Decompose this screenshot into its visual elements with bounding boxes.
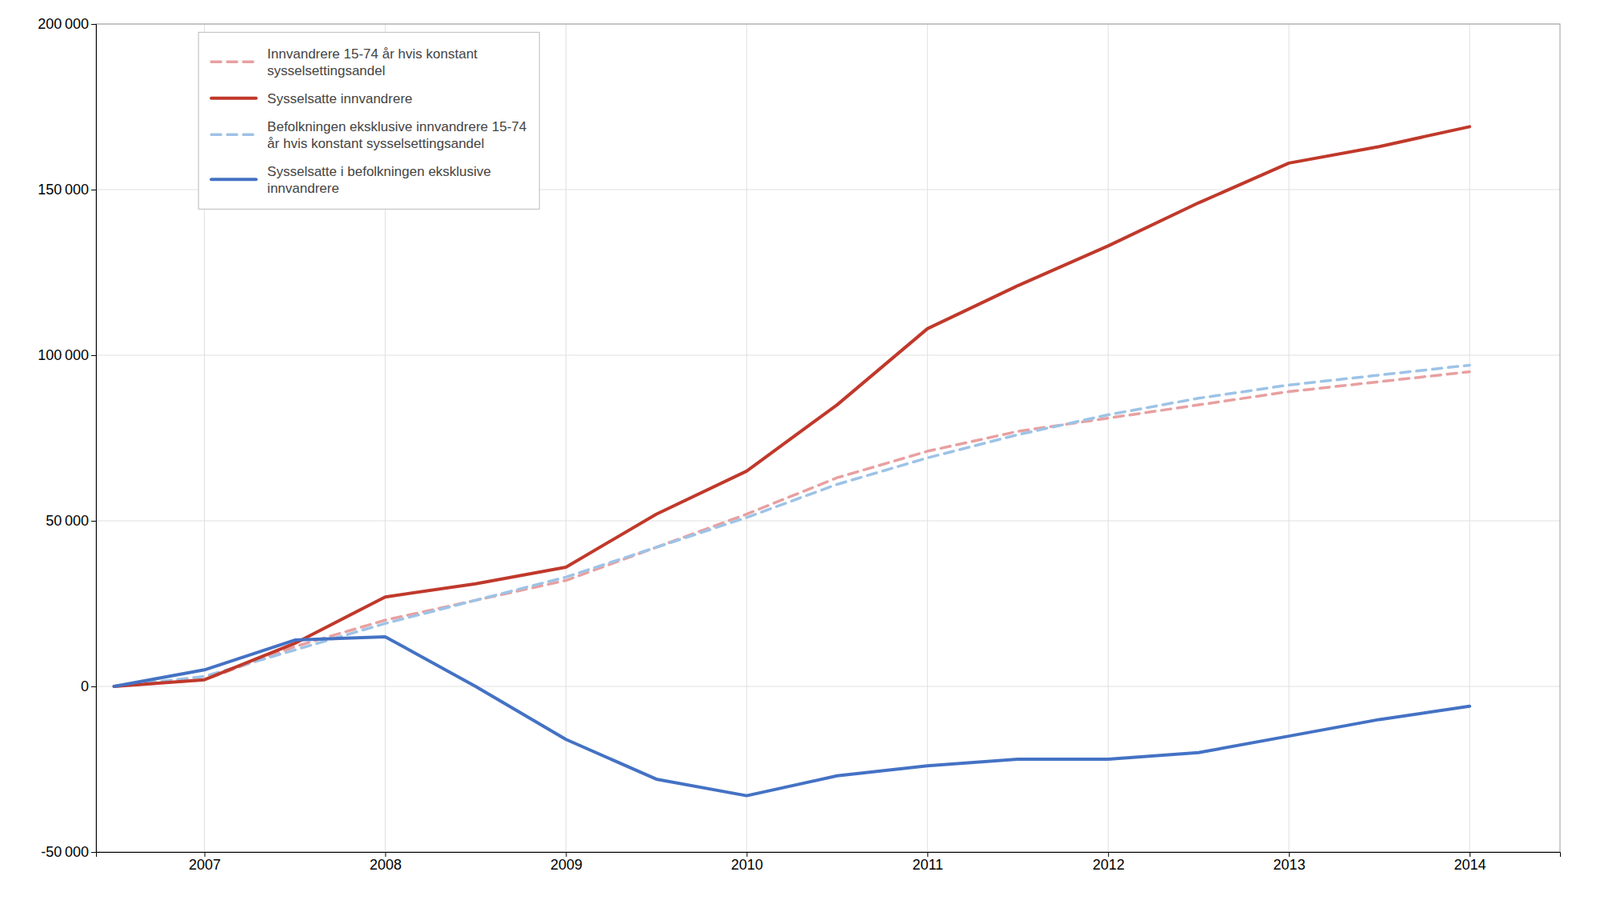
- tick: 50 000: [45, 512, 96, 529]
- grid-line-x: [565, 24, 567, 852]
- tick-mark: [91, 355, 96, 356]
- grid-line-y: [96, 355, 1560, 356]
- grid-line-x: [1469, 24, 1471, 852]
- grid-line-x: [927, 24, 928, 852]
- tick-mark: [91, 24, 96, 25]
- tick: 2013: [1273, 852, 1306, 873]
- tick-label: 2009: [550, 856, 583, 873]
- legend-swatch: [211, 177, 256, 181]
- tick-label: 50 000: [45, 512, 89, 529]
- legend-label: Sysselsatte i befolkningen eksklusiveinn…: [267, 164, 492, 196]
- plot-frame: [96, 24, 1560, 852]
- series-line: [114, 126, 1470, 687]
- tick-mark: [91, 189, 96, 191]
- tick-label: 2010: [731, 856, 764, 873]
- tick: 2014: [1454, 852, 1487, 873]
- tick-label: 2014: [1454, 856, 1487, 873]
- tick-label: 150 000: [37, 181, 89, 198]
- legend-label: Innvandrere 15-74 år hvis konstantsyssel…: [267, 46, 478, 79]
- chart: 2007 2008 2009 2010 2011 2012 2013 2014 -50 000 0…: [0, 0, 1600, 900]
- tick: 2012: [1092, 852, 1125, 873]
- tick-label: 100 000: [37, 347, 89, 364]
- tick-mark: [91, 520, 96, 522]
- y-axis: -50 000 0 50 000 100 000 150 000 200 000: [37, 16, 96, 860]
- tick-label: -50 000: [40, 844, 89, 860]
- tick: 100 000: [37, 347, 96, 364]
- axis-line: [96, 852, 1561, 858]
- tick-label: 2013: [1273, 856, 1306, 873]
- grid-line-x: [1108, 24, 1109, 852]
- tick-label: 2007: [188, 856, 221, 873]
- tick: 0: [80, 678, 96, 695]
- legend-swatch: [211, 60, 256, 64]
- tick: 150 000: [37, 181, 96, 198]
- tick: 2011: [912, 852, 944, 873]
- x-axis: 2007 2008 2009 2010 2011 2012 2013 2014: [96, 852, 1561, 873]
- grid-line-y: [96, 520, 1560, 522]
- tick: 200 000: [37, 16, 96, 32]
- grid-line-x: [1288, 24, 1290, 852]
- axis-line: [91, 24, 97, 853]
- tick: 2009: [550, 852, 583, 873]
- legend-label: Sysselsatte innvandrere: [267, 91, 412, 107]
- lines: [114, 126, 1470, 796]
- tick-mark: [91, 852, 96, 853]
- legend-label: Befolkningen eksklusive innvandrere 15-7…: [267, 119, 527, 152]
- tick: 2010: [731, 852, 764, 873]
- tick-label: 2008: [369, 856, 402, 873]
- tick-label: 2011: [912, 856, 944, 873]
- series-line: [114, 636, 1470, 796]
- tick: -50 000: [40, 844, 96, 860]
- tick-mark: [91, 686, 96, 688]
- tick: 2008: [369, 852, 402, 873]
- tick: 2007: [188, 852, 221, 873]
- legend-swatch: [211, 133, 256, 137]
- tick-label: 200 000: [37, 16, 89, 32]
- tick-label: 0: [80, 678, 89, 695]
- grid-line-y: [96, 686, 1560, 688]
- legend-swatch: [211, 96, 256, 100]
- legend: Innvandrere 15-74 år hvis konstantsyssel…: [198, 32, 540, 209]
- grid: [96, 24, 1560, 852]
- grid-line-x: [746, 24, 748, 852]
- tick-label: 2012: [1092, 856, 1125, 873]
- legend-frame: [198, 32, 540, 209]
